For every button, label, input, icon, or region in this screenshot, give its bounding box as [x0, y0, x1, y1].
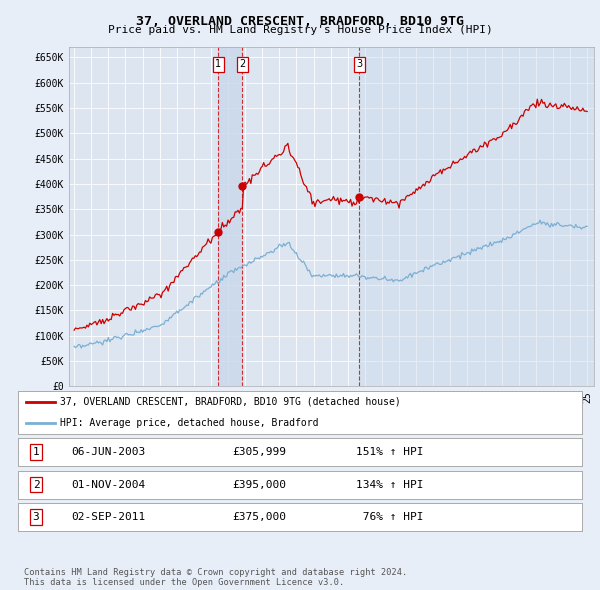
- Text: 01-NOV-2004: 01-NOV-2004: [71, 480, 146, 490]
- Text: 02-SEP-2011: 02-SEP-2011: [71, 512, 146, 522]
- Text: Contains HM Land Registry data © Crown copyright and database right 2024.
This d: Contains HM Land Registry data © Crown c…: [24, 568, 407, 587]
- Text: 1: 1: [32, 447, 40, 457]
- Text: HPI: Average price, detached house, Bradford: HPI: Average price, detached house, Brad…: [60, 418, 319, 428]
- Text: Price paid vs. HM Land Registry's House Price Index (HPI): Price paid vs. HM Land Registry's House …: [107, 25, 493, 35]
- Text: 1: 1: [215, 60, 221, 70]
- Bar: [359, 47, 596, 386]
- Text: 151% ↑ HPI: 151% ↑ HPI: [356, 447, 424, 457]
- Text: 37, OVERLAND CRESCENT, BRADFORD, BD10 9TG (detached house): 37, OVERLAND CRESCENT, BRADFORD, BD10 9T…: [60, 397, 401, 407]
- Text: 3: 3: [32, 512, 40, 522]
- Text: £395,000: £395,000: [232, 480, 286, 490]
- Text: 3: 3: [356, 60, 362, 70]
- Text: 37, OVERLAND CRESCENT, BRADFORD, BD10 9TG: 37, OVERLAND CRESCENT, BRADFORD, BD10 9T…: [136, 15, 464, 28]
- Text: £305,999: £305,999: [232, 447, 286, 457]
- Text: £375,000: £375,000: [232, 512, 286, 522]
- Text: 134% ↑ HPI: 134% ↑ HPI: [356, 480, 424, 490]
- Text: 2: 2: [239, 60, 245, 70]
- Text: 06-JUN-2003: 06-JUN-2003: [71, 447, 146, 457]
- Text: 76% ↑ HPI: 76% ↑ HPI: [356, 512, 424, 522]
- Text: 2: 2: [32, 480, 40, 490]
- Bar: [218, 47, 242, 386]
